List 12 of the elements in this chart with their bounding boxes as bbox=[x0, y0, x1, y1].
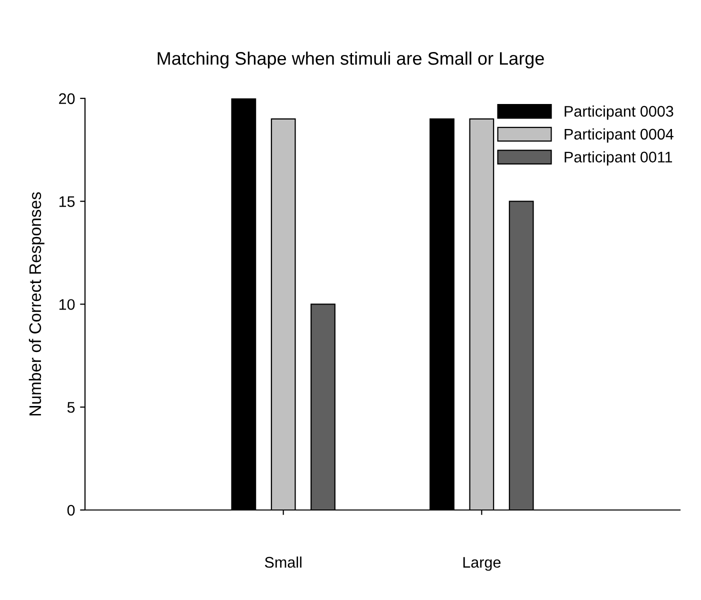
y-axis-title: Number of Correct Responses bbox=[28, 192, 44, 416]
y-tick-label: 0 bbox=[67, 504, 75, 516]
legend-label: Participant 0004 bbox=[564, 128, 674, 143]
legend-label: Participant 0003 bbox=[564, 106, 674, 120]
legend-label: Participant 0011 bbox=[564, 151, 672, 166]
y-tick-label: 5 bbox=[67, 402, 75, 413]
y-tick-label: 20 bbox=[59, 93, 75, 104]
y-tick-label: 10 bbox=[59, 299, 75, 310]
chart-title: Matching Shape when stimuli are Small or Large bbox=[158, 52, 544, 68]
x-tick-label: Large bbox=[463, 557, 501, 571]
y-tick-label: 15 bbox=[59, 196, 75, 207]
x-tick-label: Small bbox=[264, 556, 302, 568]
